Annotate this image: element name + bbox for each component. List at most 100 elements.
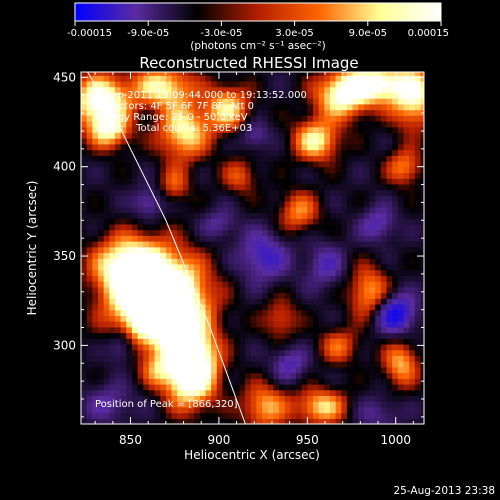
heatmap-cell — [414, 126, 422, 133]
heatmap-cell — [307, 218, 314, 225]
heatmap-cell — [284, 263, 291, 271]
heatmap-cell — [120, 195, 127, 202]
heatmap-cell — [182, 115, 190, 122]
heatmap-cell — [216, 372, 224, 379]
heatmap-cell — [279, 235, 286, 242]
heatmap-cell — [233, 166, 241, 174]
heatmap-cell — [358, 303, 365, 311]
heatmap-cell — [273, 235, 280, 242]
heatmap-cell — [256, 178, 263, 185]
heatmap-cell — [126, 103, 133, 111]
heatmap-cell — [358, 189, 365, 196]
heatmap-cell — [188, 269, 195, 276]
heatmap-cell — [137, 143, 144, 151]
heatmap-cell — [346, 103, 354, 111]
heatmap-cell — [273, 149, 280, 156]
heatmap-cell — [182, 138, 190, 145]
heatmap-cell — [341, 383, 348, 391]
heatmap-cell — [148, 378, 156, 385]
heatmap-cell — [329, 418, 337, 424]
heatmap-cell — [279, 355, 286, 362]
heatmap-cell — [403, 143, 410, 151]
heatmap-cell — [109, 303, 116, 311]
heatmap-cell — [375, 92, 382, 99]
heatmap-cell — [352, 361, 359, 368]
heatmap-cell — [222, 315, 229, 322]
heatmap-cell — [97, 332, 105, 339]
heatmap-cell — [194, 92, 201, 99]
heatmap-cell — [295, 292, 303, 299]
heatmap-cell — [392, 332, 399, 339]
heatmap-cell — [324, 395, 331, 402]
heatmap-cell — [301, 103, 308, 111]
heatmap-cell — [239, 218, 246, 225]
heatmap-cell — [341, 263, 348, 271]
heatmap-cell — [369, 75, 376, 82]
heatmap-cell — [109, 281, 116, 288]
heatmap-cell — [329, 338, 337, 345]
heatmap-cell — [375, 172, 382, 179]
heatmap-cell — [392, 355, 399, 362]
heatmap-cell — [414, 155, 422, 162]
heatmap-cell — [363, 326, 371, 334]
heatmap-cell — [341, 75, 348, 82]
heatmap-cell — [386, 281, 393, 288]
heatmap-cell — [312, 98, 320, 105]
heatmap-cell — [233, 103, 241, 111]
heatmap-cell — [97, 189, 105, 196]
heatmap-cell — [154, 309, 161, 316]
heatmap-cell — [284, 378, 291, 385]
heatmap-cell — [386, 160, 393, 168]
heatmap-cell — [131, 172, 139, 179]
heatmap-cell — [352, 92, 359, 99]
heatmap-cell — [120, 120, 127, 128]
heatmap-cell — [380, 138, 388, 145]
heatmap-cell — [318, 80, 325, 88]
heatmap-cell — [182, 72, 190, 76]
heatmap-cell — [171, 412, 178, 419]
heatmap-cell — [273, 132, 280, 139]
heatmap-cell — [295, 241, 303, 248]
heatmap-cell — [375, 218, 382, 225]
heatmap-cell — [397, 269, 405, 276]
heatmap-cell — [324, 332, 331, 339]
heatmap-cell — [103, 315, 110, 322]
heatmap-cell — [211, 263, 218, 271]
heatmap-cell — [154, 109, 161, 116]
heatmap-cell — [420, 349, 424, 356]
heatmap-cell — [295, 183, 303, 191]
heatmap-cell — [307, 183, 314, 191]
heatmap-cell — [392, 98, 399, 105]
heatmap-cell — [103, 281, 110, 288]
heatmap-cell — [256, 281, 263, 288]
heatmap-cell — [341, 223, 348, 231]
heatmap-cell — [335, 178, 342, 185]
heatmap-cell — [262, 195, 269, 202]
heatmap-cell — [233, 389, 241, 397]
heatmap-cell — [194, 286, 201, 294]
heatmap-cell — [358, 281, 365, 288]
heatmap-cell — [131, 412, 139, 419]
heatmap-cell — [120, 109, 127, 116]
heatmap-cell — [109, 98, 116, 105]
heatmap-cell — [358, 206, 365, 214]
heatmap-cell — [369, 332, 376, 339]
heatmap-cell — [165, 332, 173, 339]
heatmap-cell — [205, 166, 212, 174]
heatmap-cell — [307, 258, 314, 265]
heatmap-cell — [216, 303, 224, 311]
heatmap-cell — [143, 258, 150, 265]
heatmap-cell — [369, 235, 376, 242]
heatmap-cell — [92, 235, 99, 242]
heatmap-cell — [386, 366, 393, 374]
heatmap-cell — [92, 303, 99, 311]
heatmap-cell — [222, 178, 229, 185]
heatmap-cell — [386, 343, 393, 351]
heatmap-cell — [369, 355, 376, 362]
heatmap-cell — [262, 401, 269, 408]
heatmap-cell — [301, 286, 308, 294]
heatmap-cell — [154, 206, 161, 214]
heatmap-cell — [114, 189, 122, 196]
heatmap-cell — [312, 246, 320, 254]
heatmap-cell — [97, 132, 105, 139]
